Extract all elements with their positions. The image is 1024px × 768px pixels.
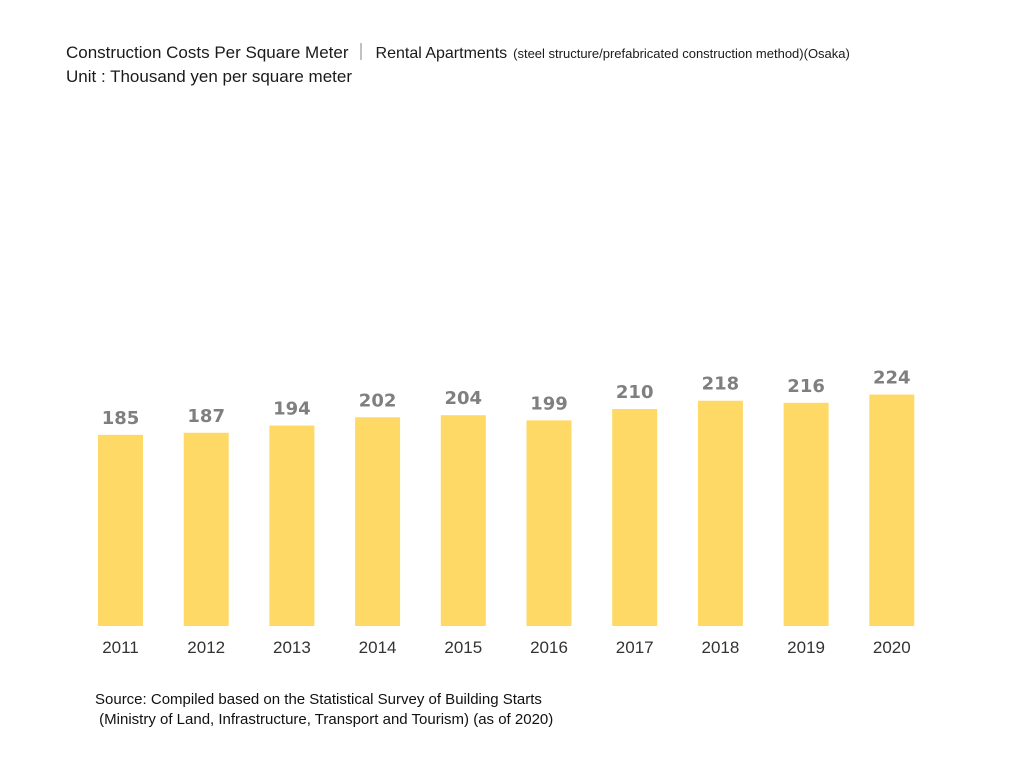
- x-tick-label-2011: 2011: [102, 638, 139, 657]
- data-label-2013: 194: [273, 399, 311, 420]
- data-label-2018: 218: [702, 374, 740, 395]
- bar-2016: [526, 420, 572, 626]
- x-tick-label-2012: 2012: [187, 638, 225, 657]
- bar-2012: [183, 432, 229, 626]
- chart-subtitle: Rental Apartments: [375, 45, 508, 62]
- source-line-1: Source: Compiled based on the Statistica…: [95, 691, 542, 708]
- data-label-2011: 185: [102, 408, 140, 429]
- chart-subtitle-note: (steel structure/prefabricated construct…: [513, 46, 850, 61]
- data-label-2015: 204: [445, 388, 483, 409]
- data-label-2017: 210: [616, 382, 654, 403]
- bar-2018: [697, 400, 743, 626]
- bar-2011: [98, 434, 143, 626]
- bar-2013: [269, 425, 315, 626]
- data-label-2012: 187: [187, 406, 225, 427]
- x-tick-label-2018: 2018: [701, 638, 739, 657]
- x-tick-label-2013: 2013: [273, 638, 311, 657]
- x-tick-label-2016: 2016: [530, 638, 568, 657]
- title-separator: ｜: [352, 43, 370, 62]
- data-label-2014: 202: [359, 390, 397, 411]
- data-label-2019: 216: [787, 376, 825, 397]
- x-tick-label-2017: 2017: [616, 638, 654, 657]
- bar-2015: [440, 415, 486, 626]
- bar-2019: [783, 402, 829, 626]
- bar-2020: [869, 394, 915, 626]
- x-tick-label-2020: 2020: [873, 638, 911, 657]
- data-label-2020: 224: [873, 368, 911, 389]
- chart-unit-label: Unit : Thousand yen per square meter: [66, 67, 353, 86]
- bar-2017: [612, 409, 658, 626]
- source-note: Source: Compiled based on the Statistica…: [95, 690, 553, 730]
- chart-title: Construction Costs Per Square Meter: [66, 43, 349, 62]
- source-line-2: (Ministry of Land, Infrastructure, Trans…: [95, 711, 554, 728]
- x-tick-label-2014: 2014: [359, 638, 397, 657]
- x-tick-label-2019: 2019: [787, 638, 825, 657]
- bar-chart: 185 2011 187 2012 194 2013 202 2014 204 2015 199 20…: [98, 368, 915, 657]
- x-tick-label-2015: 2015: [444, 638, 482, 657]
- chart-title-line: Construction Costs Per Square Meter ｜ Rent…: [66, 38, 850, 63]
- bar-2014: [355, 417, 401, 626]
- data-label-2016: 199: [530, 393, 568, 414]
